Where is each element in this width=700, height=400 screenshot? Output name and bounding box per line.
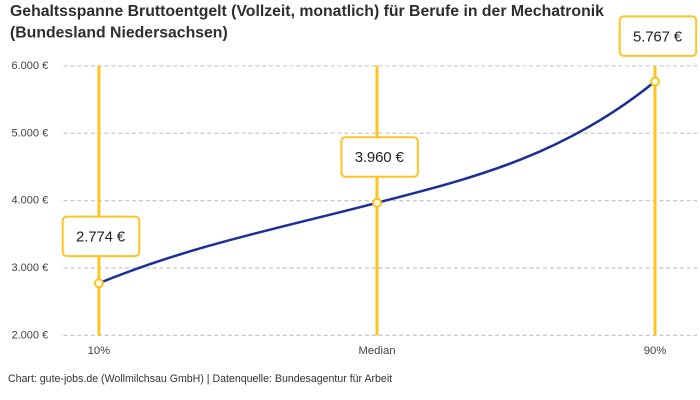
svg-text:2.000 €: 2.000 €: [11, 330, 48, 342]
svg-text:3.000 €: 3.000 €: [11, 262, 48, 274]
svg-text:2.774 €: 2.774 €: [76, 229, 126, 246]
svg-text:10%: 10%: [88, 345, 111, 357]
svg-text:(Bundesland Niedersachsen): (Bundesland Niedersachsen): [10, 25, 228, 42]
svg-text:Median: Median: [358, 345, 395, 357]
svg-text:Gehaltsspanne Bruttoentgelt (V: Gehaltsspanne Bruttoentgelt (Vollzeit, m…: [10, 3, 604, 20]
svg-text:6.000 €: 6.000 €: [11, 60, 48, 72]
svg-text:90%: 90%: [644, 345, 667, 357]
svg-text:Chart: gute-jobs.de (Wollmilch: Chart: gute-jobs.de (Wollmilchsau GmbH) …: [8, 373, 392, 385]
svg-text:3.960 €: 3.960 €: [355, 149, 405, 166]
svg-text:5.767 €: 5.767 €: [633, 28, 683, 45]
svg-text:5.000 €: 5.000 €: [11, 127, 48, 139]
svg-text:4.000 €: 4.000 €: [11, 195, 48, 207]
